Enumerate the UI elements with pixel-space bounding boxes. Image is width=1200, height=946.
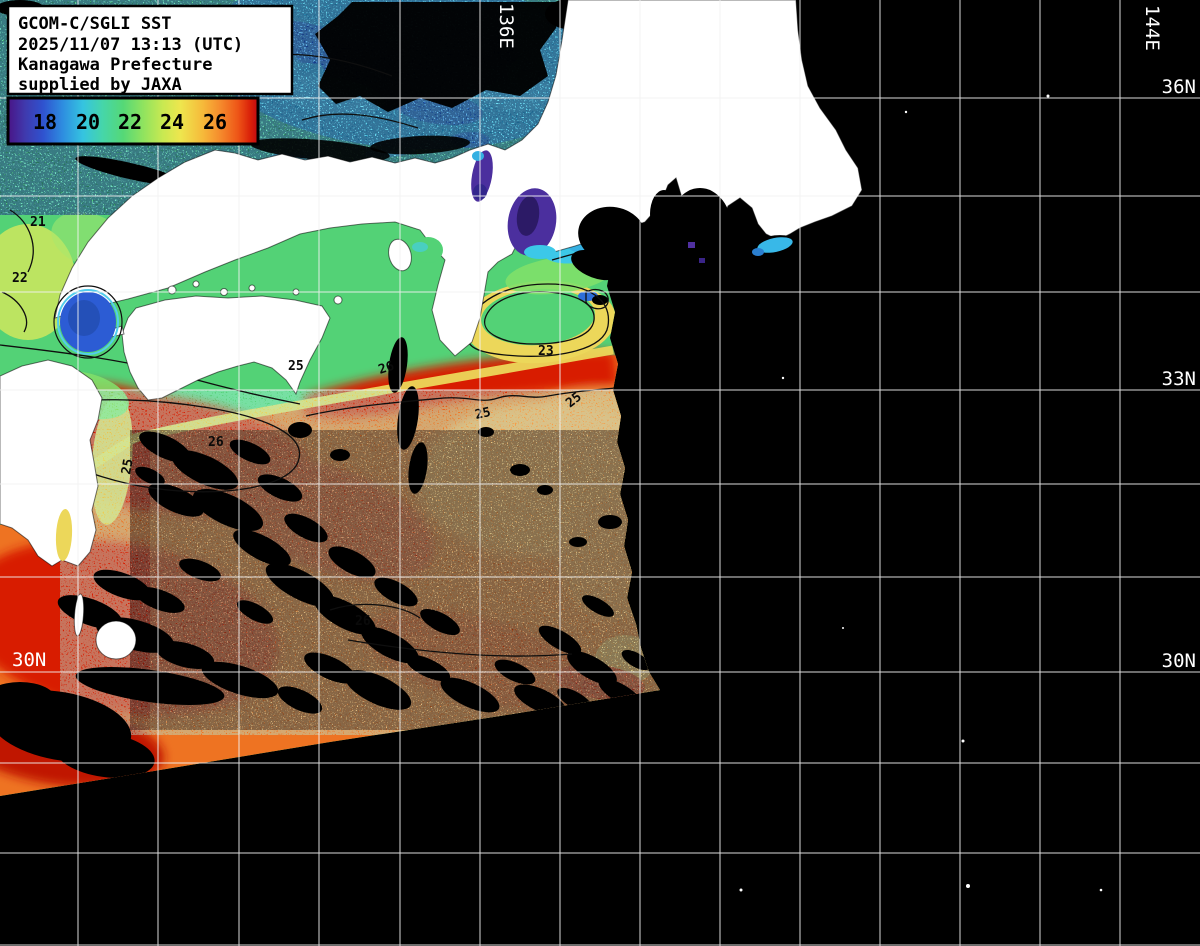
color-scale-bar: 18 20 22 24 26	[6, 96, 260, 146]
contour-label: 26	[377, 359, 397, 378]
tokyo-bay-patch	[757, 237, 793, 253]
product-title: GCOM-C/SGLI SST	[18, 14, 172, 34]
sagami-cloud-patch	[668, 188, 732, 272]
contour-label: 23	[538, 344, 554, 359]
region-name: Kanagawa Prefecture	[18, 55, 212, 75]
grid-coordinate-labels: 36N 33N 30N 30N 136E 144E	[12, 3, 1196, 672]
bay-overlays	[53, 150, 800, 561]
land-masses	[0, 0, 863, 660]
contour-label: 25	[119, 458, 136, 476]
lat-label-30n-left: 30N	[12, 649, 46, 671]
shikoku-landmass	[121, 295, 331, 401]
contour-label: 26	[355, 614, 371, 629]
contour-label: 22	[12, 271, 28, 286]
title-box: GCOM-C/SGLI SST 2025/11/07 13:13 (UTC) K…	[6, 4, 294, 96]
contour-value-labels: 21 22 25 26 26 25 23 25 26 25	[12, 215, 585, 629]
lat-label-30n-right: 30N	[1162, 650, 1196, 672]
colorbar-tick: 26	[203, 110, 227, 134]
data-provider: supplied by JAXA	[18, 75, 182, 95]
lon-label-136e: 136E	[495, 3, 517, 49]
lat-label-36n: 36N	[1162, 76, 1196, 98]
contour-label: 25	[474, 405, 492, 423]
colorbar-tick: 22	[118, 110, 142, 134]
noise-pixels	[739, 94, 1103, 892]
colorbar-tick: 24	[160, 110, 184, 134]
contour-label: 21	[30, 215, 46, 230]
observation-datetime: 2025/11/07 13:13 (UTC)	[18, 35, 243, 55]
colorbar-gradient	[6, 96, 260, 146]
honshu-landmass	[54, 0, 863, 357]
kyushu-landmass	[0, 359, 103, 567]
colorbar-tick: 20	[76, 110, 100, 134]
lon-label-144e: 144E	[1141, 5, 1163, 51]
contour-label: 25	[288, 359, 304, 374]
contour-label: 26	[208, 435, 224, 450]
lat-label-33n: 33N	[1162, 368, 1196, 390]
left-coast-mild-patch	[0, 224, 76, 340]
yakushima-island	[95, 620, 137, 660]
kagoshima-bay	[55, 509, 73, 561]
colorbar-tick: 18	[33, 110, 57, 134]
